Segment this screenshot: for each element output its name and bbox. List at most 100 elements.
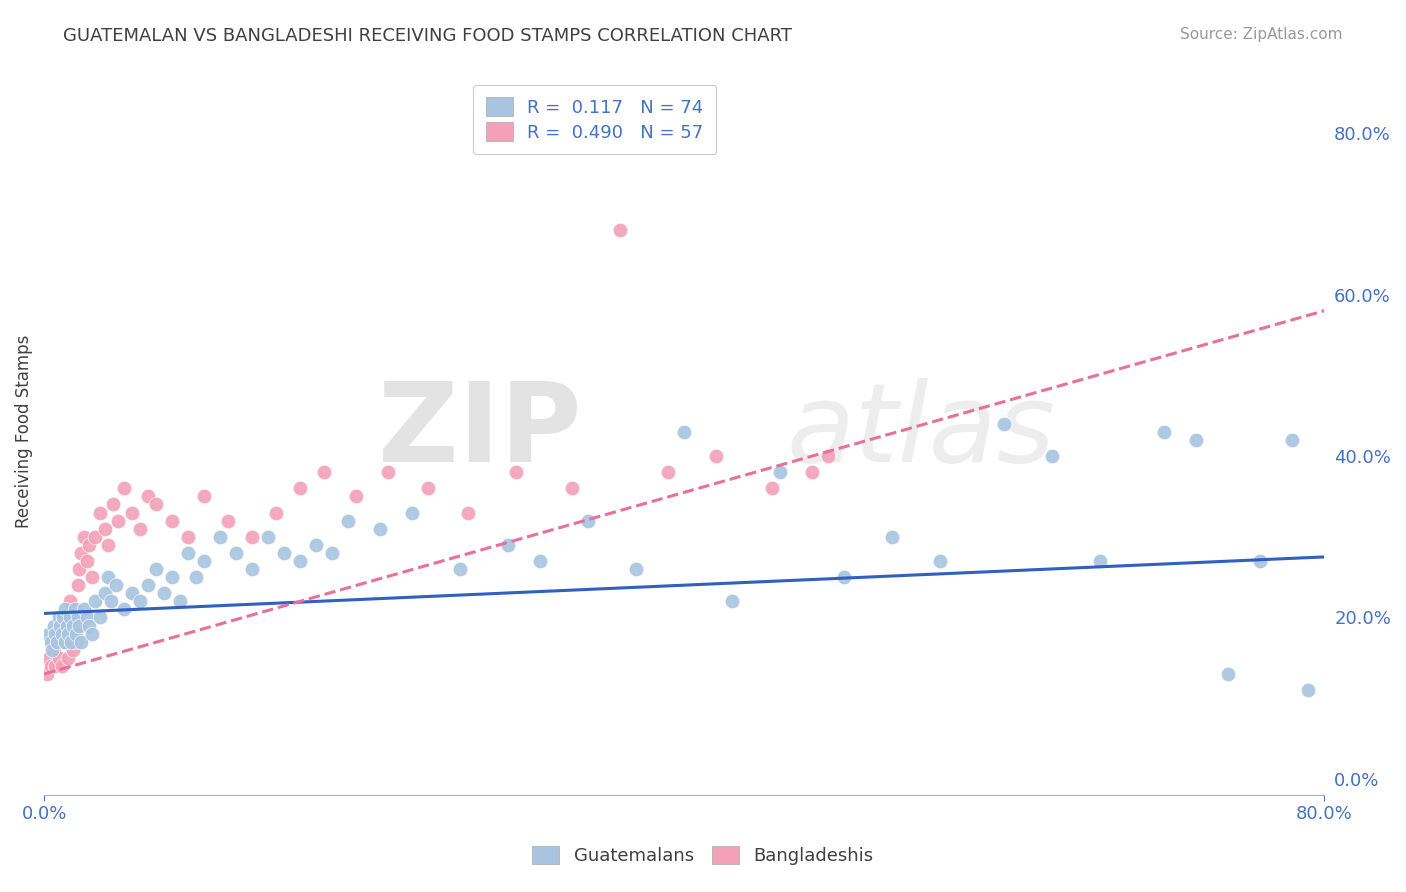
Point [769, 465, 792, 479]
Point [626, 562, 648, 576]
Point [273, 546, 295, 560]
Point [39, 659, 62, 673]
Point [70, 634, 93, 648]
Point [66, 578, 89, 592]
Point [51, 626, 73, 640]
Point [82, 626, 104, 640]
Point [1040, 449, 1063, 463]
Point [704, 449, 727, 463]
Point [52, 610, 75, 624]
Point [94, 522, 117, 536]
Point [160, 514, 183, 528]
Text: ZIP: ZIP [378, 378, 582, 485]
Point [929, 554, 952, 568]
Point [89, 506, 111, 520]
Text: Source: ZipAtlas.com: Source: ZipAtlas.com [1180, 27, 1343, 42]
Point [65, 626, 87, 640]
Point [136, 489, 159, 503]
Point [1090, 554, 1112, 568]
Point [368, 522, 391, 536]
Point [153, 586, 176, 600]
Point [66, 610, 89, 624]
Point [305, 538, 328, 552]
Legend: Guatemalans, Bangladeshis: Guatemalans, Bangladeshis [524, 838, 882, 872]
Point [112, 481, 135, 495]
Point [44, 659, 66, 673]
Point [882, 530, 904, 544]
Point [377, 465, 399, 479]
Point [529, 554, 551, 568]
Point [77, 538, 100, 552]
Point [136, 578, 159, 592]
Point [84, 530, 107, 544]
Point [129, 522, 152, 536]
Text: GUATEMALAN VS BANGLADESHI RECEIVING FOOD STAMPS CORRELATION CHART: GUATEMALAN VS BANGLADESHI RECEIVING FOOD… [63, 27, 792, 45]
Point [70, 546, 93, 560]
Point [288, 481, 311, 495]
Point [609, 223, 631, 237]
Point [121, 506, 143, 520]
Point [761, 481, 783, 495]
Point [55, 618, 77, 632]
Point [63, 602, 86, 616]
Point [48, 650, 70, 665]
Point [209, 530, 232, 544]
Point [60, 626, 83, 640]
Text: atlas: atlas [787, 378, 1056, 485]
Point [145, 562, 167, 576]
Legend: R =  0.117   N = 74, R =  0.490   N = 57: R = 0.117 N = 74, R = 0.490 N = 57 [472, 85, 716, 154]
Point [76, 610, 98, 624]
Point [314, 465, 336, 479]
Point [77, 618, 100, 632]
Point [401, 506, 423, 520]
Point [186, 570, 208, 584]
Point [39, 634, 62, 648]
Point [344, 489, 367, 503]
Point [505, 465, 527, 479]
Point [101, 498, 124, 512]
Point [107, 514, 129, 528]
Point [49, 618, 72, 632]
Point [1185, 433, 1208, 447]
Point [44, 626, 66, 640]
Point [62, 642, 84, 657]
Point [45, 626, 67, 640]
Point [418, 481, 440, 495]
Point [45, 634, 67, 648]
Point [1153, 425, 1175, 439]
Point [817, 449, 839, 463]
Point [41, 634, 63, 648]
Point [160, 570, 183, 584]
Point [82, 570, 104, 584]
Point [52, 610, 75, 624]
Point [97, 570, 120, 584]
Point [240, 562, 263, 576]
Point [657, 465, 679, 479]
Point [42, 642, 65, 657]
Point [56, 650, 79, 665]
Point [62, 618, 84, 632]
Point [105, 578, 128, 592]
Point [129, 594, 152, 608]
Point [112, 602, 135, 616]
Point [59, 610, 82, 624]
Point [1218, 667, 1240, 681]
Point [67, 618, 90, 632]
Point [1298, 683, 1320, 698]
Point [561, 481, 583, 495]
Point [38, 626, 60, 640]
Point [673, 425, 696, 439]
Point [76, 554, 98, 568]
Point [449, 562, 471, 576]
Point [73, 602, 96, 616]
Point [41, 642, 63, 657]
Point [337, 514, 360, 528]
Point [55, 618, 77, 632]
Point [100, 594, 122, 608]
Point [177, 530, 200, 544]
Point [38, 650, 60, 665]
Point [993, 417, 1015, 431]
Point [177, 546, 200, 560]
Point [321, 546, 343, 560]
Point [457, 506, 479, 520]
